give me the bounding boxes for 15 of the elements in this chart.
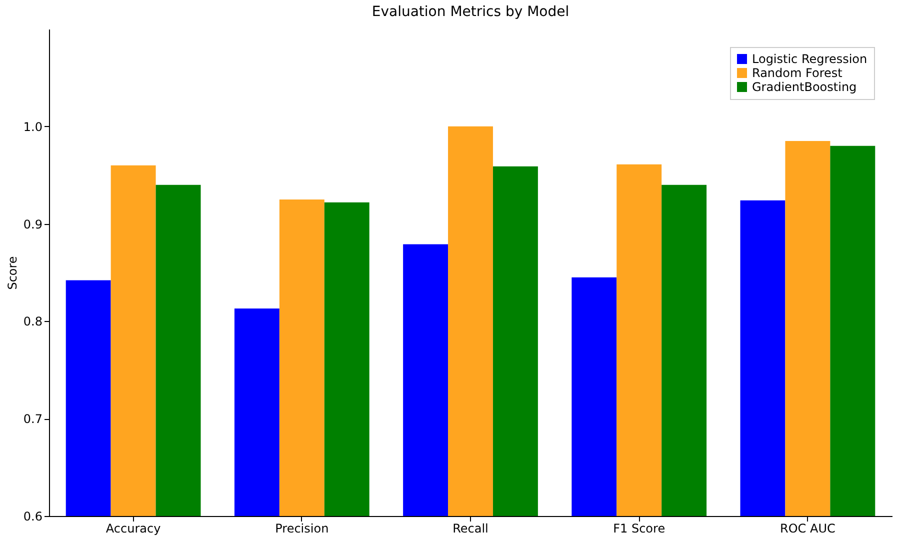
- legend-label: GradientBoosting: [752, 80, 857, 94]
- x-tick-label: Accuracy: [106, 522, 161, 536]
- legend-label: Logistic Regression: [752, 52, 868, 66]
- y-tick-label: 0.6: [23, 510, 42, 524]
- x-tick-label: Precision: [275, 522, 329, 536]
- x-tick-label: ROC AUC: [780, 522, 836, 536]
- y-tick-label: 0.7: [23, 412, 42, 426]
- y-tick-label: 0.9: [23, 217, 42, 232]
- legend-label: Random Forest: [752, 66, 843, 80]
- x-tick-label: F1 Score: [613, 522, 666, 536]
- y-tick-label: 1.0: [23, 120, 42, 134]
- y-tick-label: 0.8: [23, 314, 42, 329]
- x-tick-label: Recall: [452, 522, 488, 536]
- y-axis-title: Score: [5, 256, 20, 290]
- chart-title: Evaluation Metrics by Model: [372, 4, 570, 20]
